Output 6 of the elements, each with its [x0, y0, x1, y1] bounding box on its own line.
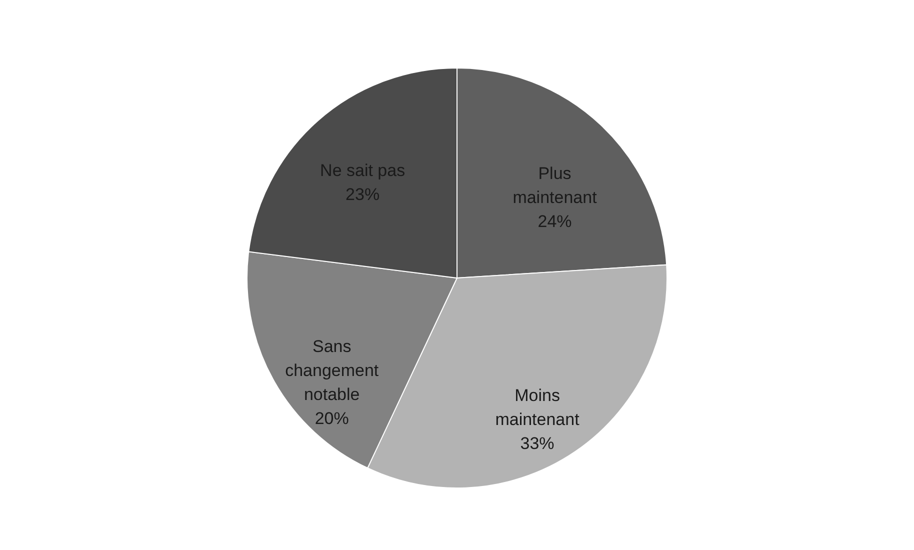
data-label: 20% [314, 408, 349, 428]
slice-label: Sans changement notable [285, 336, 379, 404]
data-label: 33% [520, 434, 554, 454]
slice-label: Plus maintenant [512, 164, 598, 207]
data-label: 24% [538, 212, 572, 231]
slice-label: Moins maintenant [495, 386, 580, 430]
